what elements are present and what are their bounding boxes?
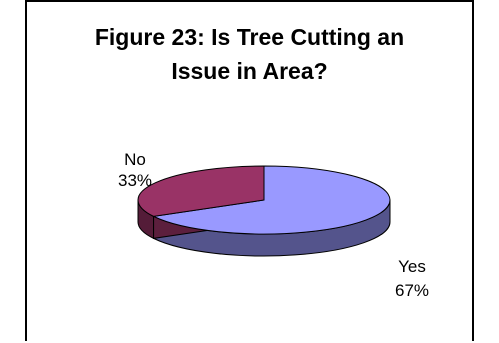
label-no-category: No <box>124 150 146 169</box>
chart-frame: Figure 23: Is Tree Cutting an Issue in A… <box>25 0 474 341</box>
label-yes-category: Yes <box>398 257 426 276</box>
pie-slice-no <box>137 165 265 217</box>
chart-title-line-1: Figure 23: Is Tree Cutting an <box>94 24 405 50</box>
label-no-percent: 33% <box>118 171 152 190</box>
pie-slice-yes <box>151 165 391 235</box>
pie-layer <box>137 165 391 257</box>
label-yes-percent: 67% <box>395 281 429 300</box>
pie-chart: No 33% Yes 67% <box>118 150 429 300</box>
chart-title-line-2: Issue in Area? <box>171 58 328 84</box>
chart-title: Figure 23: Is Tree Cutting an Issue in A… <box>27 20 472 88</box>
